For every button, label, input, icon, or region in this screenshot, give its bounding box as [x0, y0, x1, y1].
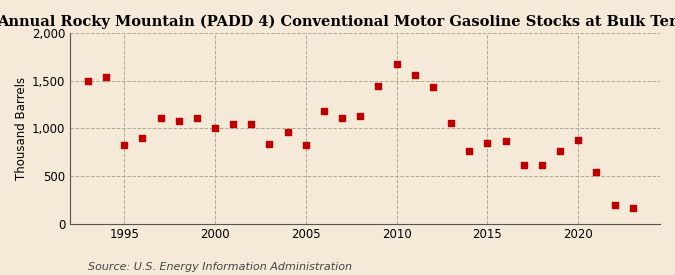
Point	[410, 73, 421, 77]
Point	[464, 149, 475, 153]
Point	[482, 141, 493, 145]
Point	[518, 163, 529, 167]
Point	[155, 116, 166, 120]
Point	[210, 125, 221, 130]
Point	[319, 109, 329, 114]
Point	[173, 119, 184, 123]
Point	[82, 79, 93, 83]
Point	[355, 114, 366, 118]
Point	[610, 202, 620, 207]
Point	[500, 139, 511, 143]
Title: Annual Rocky Mountain (PADD 4) Conventional Motor Gasoline Stocks at Bulk Termin: Annual Rocky Mountain (PADD 4) Conventio…	[0, 15, 675, 29]
Point	[392, 62, 402, 66]
Point	[227, 122, 238, 126]
Point	[427, 85, 438, 89]
Point	[537, 163, 547, 167]
Point	[246, 122, 256, 126]
Point	[373, 83, 384, 88]
Point	[591, 170, 602, 174]
Point	[101, 75, 111, 79]
Point	[300, 143, 311, 147]
Point	[119, 143, 130, 147]
Y-axis label: Thousand Barrels: Thousand Barrels	[15, 77, 28, 180]
Point	[282, 130, 293, 134]
Point	[137, 136, 148, 140]
Point	[446, 120, 456, 125]
Point	[627, 206, 638, 210]
Text: Source: U.S. Energy Information Administration: Source: U.S. Energy Information Administ…	[88, 262, 352, 272]
Point	[573, 138, 584, 142]
Point	[555, 149, 566, 153]
Point	[337, 116, 348, 120]
Point	[192, 116, 202, 120]
Point	[264, 141, 275, 146]
